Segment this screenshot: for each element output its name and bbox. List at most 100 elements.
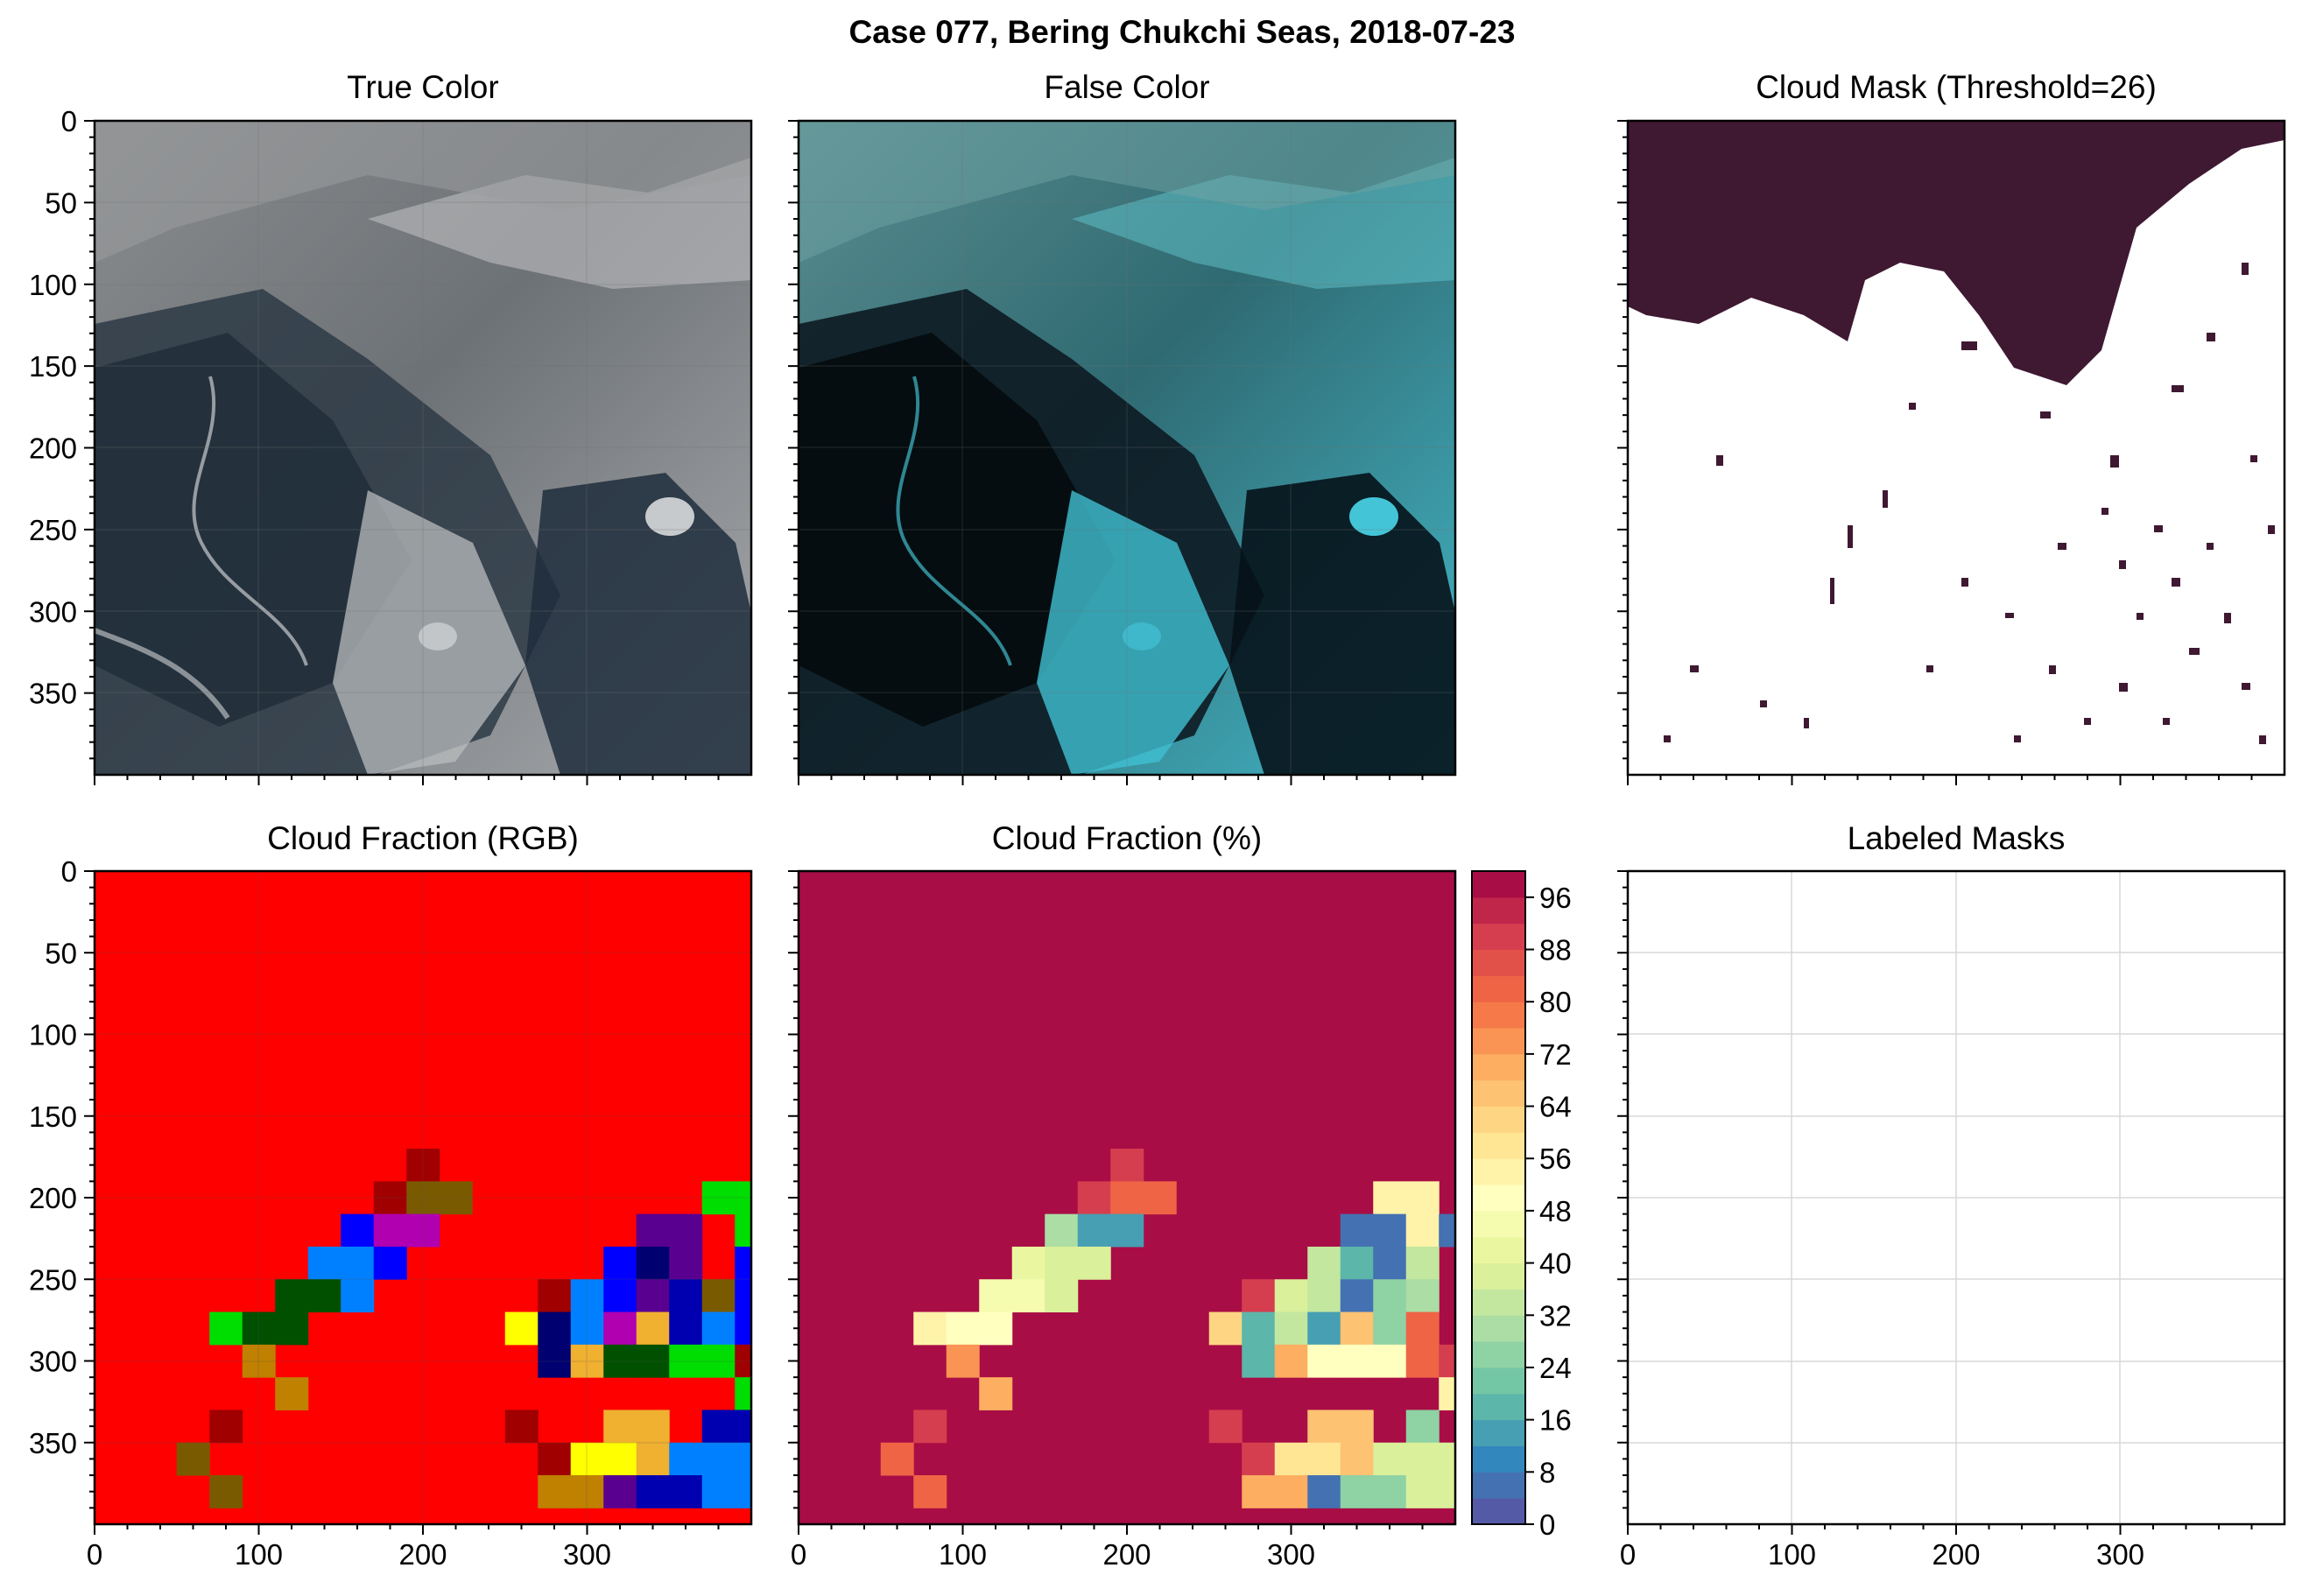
percent-cell [1439, 1213, 1456, 1248]
colorbar-segment [1472, 923, 1525, 951]
rgb-cell [735, 1181, 752, 1215]
colorbar-segment [1472, 1315, 1525, 1342]
cloud-mask-panel [1628, 121, 2284, 775]
percent-cell [1110, 1213, 1144, 1248]
axis-tick-label: 100 [235, 1538, 283, 1571]
percent-cell [1405, 1344, 1440, 1378]
percent-cell [1208, 1311, 1243, 1346]
rgb-cell [570, 1475, 604, 1508]
percent-cell [1045, 1213, 1079, 1248]
rgb-cell [242, 1311, 276, 1346]
percent-cell [1242, 1475, 1276, 1508]
rgb-cell [735, 1344, 752, 1378]
rgb-cell [603, 1442, 637, 1476]
rgb-cell [341, 1246, 375, 1280]
rgb-cell [176, 1442, 210, 1476]
percent-cell [1045, 1246, 1079, 1280]
rgb-cell [701, 1475, 736, 1508]
axis-tick-label: 0 [61, 855, 77, 888]
percent-cell [913, 1311, 947, 1346]
percent-cell [1340, 1475, 1374, 1508]
percent-cell [1307, 1311, 1341, 1346]
rgb-cell [735, 1213, 752, 1248]
colorbar-segment [1472, 1158, 1525, 1185]
rgb-cell [603, 1410, 637, 1444]
rgb-cell [373, 1181, 407, 1215]
rgb-cell [636, 1344, 670, 1378]
rgb-cell [538, 1442, 572, 1476]
colorbar-tick-label: 64 [1539, 1091, 1572, 1123]
colorbar-segment [1472, 1289, 1525, 1316]
rgb-cell [735, 1475, 752, 1508]
axis-tick-label: 300 [29, 595, 77, 628]
true-color-title: True Color [347, 69, 498, 105]
percent-cell [1242, 1311, 1276, 1346]
percent-cell [1340, 1344, 1374, 1378]
axis-tick-label: 250 [29, 1263, 77, 1296]
percent-cell [1077, 1213, 1111, 1248]
percent-cell [1373, 1246, 1407, 1280]
colorbar-segment [1472, 1053, 1525, 1081]
percent-cell [1307, 1442, 1341, 1476]
cloud-fraction-rgb-panel [95, 871, 752, 1524]
colorbar-segment [1472, 896, 1525, 925]
rgb-cell [570, 1442, 604, 1476]
percent-cell [1110, 1181, 1144, 1215]
percent-cell [1373, 1344, 1407, 1378]
percent-cell [1274, 1311, 1308, 1346]
percent-cell [1307, 1279, 1341, 1313]
axis-tick-label: 150 [29, 1100, 77, 1133]
axis-tick-label: 200 [1932, 1538, 1980, 1571]
axis-tick-label: 100 [29, 1019, 77, 1051]
percent-cell [1011, 1279, 1045, 1313]
rgb-cell [701, 1410, 736, 1444]
percent-cell [1045, 1279, 1079, 1313]
rgb-cell [406, 1181, 440, 1215]
axis-tick-label: 200 [398, 1538, 447, 1571]
rgb-cell [406, 1213, 440, 1248]
axis-tick-label: 300 [2096, 1538, 2144, 1571]
rgb-cell [406, 1149, 440, 1182]
rgb-cell [209, 1475, 243, 1508]
axis-tick-label: 150 [29, 350, 77, 383]
colorbar-tick-label: 72 [1539, 1038, 1572, 1071]
colorbar-segment [1472, 1341, 1525, 1368]
colorbar-segment [1472, 1367, 1525, 1395]
percent-cell [1274, 1279, 1308, 1313]
percent-cell [1373, 1475, 1407, 1508]
colorbar-segment [1472, 1002, 1525, 1029]
percent-cell [1439, 1475, 1456, 1508]
percent-cell [1242, 1279, 1276, 1313]
percent-cell [1208, 1410, 1243, 1444]
colorbar-segment [1472, 1236, 1525, 1264]
rgb-cell [209, 1311, 243, 1346]
rgb-cell [307, 1279, 341, 1313]
colorbar-segment [1472, 1472, 1525, 1499]
rgb-cell [701, 1344, 736, 1378]
rgb-cell [538, 1475, 572, 1508]
percent-cell [1340, 1311, 1374, 1346]
axis-tick-label: 200 [29, 432, 77, 465]
percent-cell [946, 1344, 980, 1378]
percent-cell [1405, 1311, 1440, 1346]
cloud-fraction-percent-panel [799, 871, 1456, 1524]
axis-tick-label: 50 [45, 937, 77, 969]
percent-cell [1242, 1344, 1276, 1378]
rgb-cell [603, 1279, 637, 1313]
axis-tick-label: 100 [1768, 1538, 1816, 1571]
colorbar-tick-label: 0 [1539, 1508, 1555, 1541]
colorbar-segment [1472, 1079, 1525, 1107]
percent-cell [1077, 1181, 1111, 1215]
rgb-cell [669, 1213, 703, 1248]
rgb-cell [242, 1344, 276, 1378]
rgb-cell [636, 1311, 670, 1346]
rgb-cell [341, 1213, 375, 1248]
rgb-cell [570, 1311, 604, 1346]
rgb-cell [735, 1279, 752, 1313]
axis-tick-label: 200 [29, 1182, 77, 1214]
percent-cell [946, 1311, 980, 1346]
colorbar-segment [1472, 1210, 1525, 1238]
percent-cell [1340, 1410, 1374, 1444]
rgb-cell [636, 1246, 670, 1280]
percent-cell [979, 1311, 1013, 1346]
